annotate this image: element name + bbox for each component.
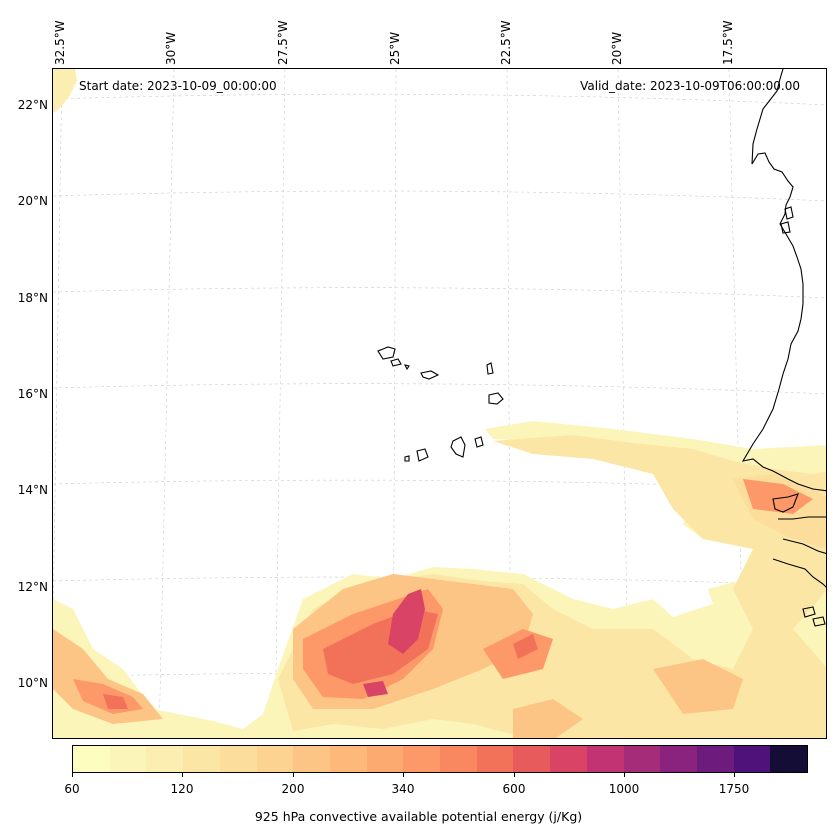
colorbar-tickmark xyxy=(624,773,625,777)
guinea-bissau-coast xyxy=(772,516,826,588)
colorbar-segment xyxy=(476,746,514,772)
colorbar-tickmark xyxy=(514,773,515,777)
colorbar-tickmark xyxy=(182,773,183,777)
cape-verde-island xyxy=(377,346,396,360)
colorbar-segment xyxy=(403,746,441,772)
cape-patch xyxy=(388,589,425,654)
colorbar-tick-label: 600 xyxy=(502,782,526,796)
colorbar-segment xyxy=(660,746,697,772)
lon-tick-label: 20°W xyxy=(610,31,624,65)
colorbar-segment xyxy=(733,746,771,772)
colorbar-tickmark xyxy=(293,773,294,777)
colorbar-label: 925 hPa convective available potential e… xyxy=(254,809,583,824)
canary-like-island xyxy=(780,206,794,234)
lon-tick-label: 17.5°W xyxy=(721,20,735,65)
colorbar-segment xyxy=(366,746,404,772)
lat-gridline xyxy=(53,383,826,395)
colorbar-tick-label: 1000 xyxy=(608,782,640,796)
lat-tick-label: 18°N xyxy=(17,291,48,305)
lat-tick-label: 16°N xyxy=(17,387,48,401)
lon-tick-label: 27.5°W xyxy=(276,20,290,65)
colorbar-segment xyxy=(329,746,367,772)
colorbar-segment xyxy=(219,746,257,772)
cape-verde-island xyxy=(390,358,402,367)
colorbar-segment xyxy=(293,746,330,772)
start-date-label: Start date: 2023-10-09_00:00:00 xyxy=(79,79,277,93)
coastlines xyxy=(377,69,826,627)
colorbar-tick-label: 60 xyxy=(64,782,80,796)
lat-tick-label: 20°N xyxy=(17,194,48,208)
cape-verde-island xyxy=(416,448,429,462)
colorbar-tick-label: 120 xyxy=(170,782,194,796)
lon-gridline xyxy=(158,69,175,738)
cape-verde-island xyxy=(450,436,466,458)
lon-tick-label: 30°W xyxy=(164,31,178,65)
colorbar-tickmark xyxy=(403,773,404,777)
colorbar xyxy=(72,745,808,773)
lon-tick-label: 25°W xyxy=(388,31,402,65)
colorbar-tickmark xyxy=(734,773,735,777)
lat-gridline xyxy=(53,576,826,587)
cape-patch xyxy=(513,634,538,659)
gambia-coast xyxy=(772,493,799,513)
colorbar-segment xyxy=(586,746,624,772)
cape-patch xyxy=(743,479,813,514)
colorbar-segment xyxy=(513,746,551,772)
cape-patch xyxy=(653,659,743,714)
lat-gridline xyxy=(53,672,826,684)
cape-verde-island xyxy=(420,370,440,380)
bijagos-islands xyxy=(802,606,826,627)
colorbar-segment xyxy=(623,746,661,772)
cape-patch xyxy=(513,699,583,738)
cape-field xyxy=(53,69,826,738)
lat-tick-label: 10°N xyxy=(17,676,48,690)
lon-tick-label: 22.5°W xyxy=(499,20,513,65)
colorbar-segment xyxy=(183,746,220,772)
cape-patch xyxy=(363,681,388,697)
colorbar-segment xyxy=(146,746,184,772)
lat-tick-label: 12°N xyxy=(17,580,48,594)
lat-gridline xyxy=(53,190,826,202)
colorbar-tickmark xyxy=(72,773,73,777)
lon-tick-label: 32.5°W xyxy=(53,20,67,65)
colorbar-segment xyxy=(109,746,147,772)
lon-gridline xyxy=(274,69,286,738)
lat-tick-label: 14°N xyxy=(17,483,48,497)
colorbar-segment xyxy=(770,746,808,772)
colorbar-segment xyxy=(550,746,587,772)
colorbar-segment xyxy=(256,746,294,772)
colorbar-tick-label: 1750 xyxy=(718,782,750,796)
cape-patch xyxy=(53,69,77,113)
cape-verde-island xyxy=(474,436,484,448)
colorbar-tick-label: 200 xyxy=(281,782,305,796)
colorbar-segment xyxy=(696,746,734,772)
lat-tick-label: 22°N xyxy=(17,98,48,112)
lat-gridline xyxy=(53,287,826,299)
africa-coastline xyxy=(741,69,826,492)
lat-gridline xyxy=(53,479,826,491)
cape-patch xyxy=(103,694,128,709)
colorbar-segment xyxy=(73,746,110,772)
cape-verde-island xyxy=(403,364,410,371)
map-canvas[interactable] xyxy=(53,69,827,739)
colorbar-tick-label: 340 xyxy=(391,782,415,796)
valid-date-label: Valid_date: 2023-10-09T06:00:00.00 xyxy=(580,79,800,93)
cape-verde-island xyxy=(488,392,504,405)
colorbar-segment xyxy=(440,746,477,772)
cape-verde-island xyxy=(486,362,494,375)
lat-gridline xyxy=(53,93,826,106)
cape-verde-island xyxy=(404,455,410,462)
map-panel[interactable]: Start date: 2023-10-09_00:00:00 Valid_da… xyxy=(52,68,827,739)
